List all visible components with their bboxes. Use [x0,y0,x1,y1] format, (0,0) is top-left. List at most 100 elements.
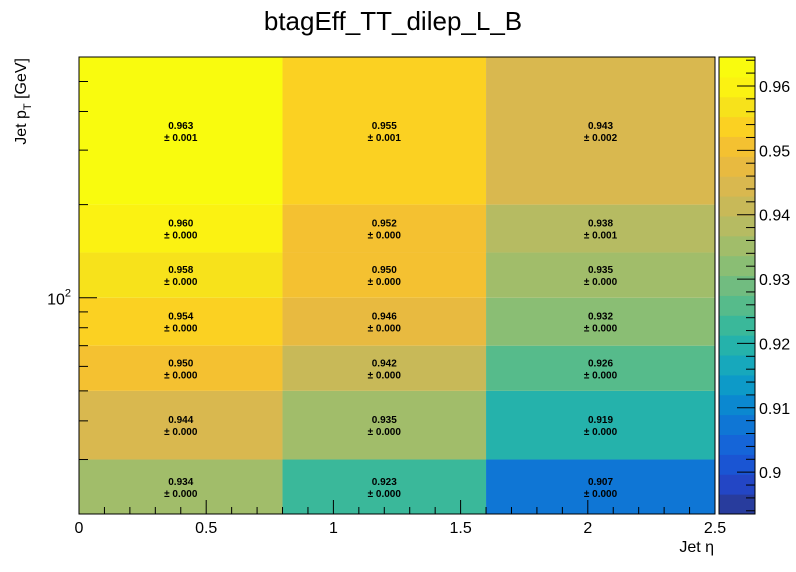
z-tick-label: 0.92 [759,336,790,353]
z-tick-label: 0.91 [759,401,790,418]
cell-error-label: ± 0.000 [584,489,618,500]
palette-swatch [719,335,755,356]
palette-swatch [719,176,755,197]
y-tick-label: 102 [47,288,71,309]
palette-swatch [719,76,755,98]
palette-swatch [719,474,755,495]
palette-swatch [719,414,755,436]
y-axis: 102 [47,80,97,461]
cell-error-label: ± 0.000 [164,427,198,438]
cell-value-label: 0.954 [168,312,193,323]
cell-error-label: ± 0.000 [368,231,402,242]
heatmap-cell [79,204,283,253]
heatmap-cell [79,390,283,460]
y-axis-label-subscript: T [22,103,34,110]
heatmap-cell [282,345,487,391]
x-tick-label: 0.5 [195,520,217,537]
palette-swatch [719,355,755,376]
x-tick-label: 1.5 [449,520,471,537]
cell-value-label: 0.926 [588,358,613,369]
heatmap-cell [79,297,283,346]
cell-value-label: 0.946 [372,312,397,323]
palette-swatch [719,116,755,137]
cell-error-label: ± 0.001 [164,133,198,144]
cell-error-label: ± 0.000 [368,277,402,288]
cell-error-label: ± 0.000 [164,231,198,242]
x-tick-label: 2 [583,520,592,537]
palette-swatch [719,136,755,157]
x-axis-label: Jet η [679,539,714,556]
cell-error-label: ± 0.000 [368,324,402,335]
cell-value-label: 0.935 [372,415,397,426]
heatmap-cells [79,57,715,514]
palette-swatch [719,215,755,237]
cell-value-label: 0.907 [588,477,613,488]
x-tick-label: 1 [329,520,338,537]
cell-value-label: 0.955 [372,121,397,132]
cell-value-label: 0.942 [372,358,397,369]
cell-error-label: ± 0.000 [584,277,618,288]
cell-error-label: ± 0.000 [164,277,198,288]
heatmap-cell [79,459,283,514]
palette-swatch [719,156,755,177]
cell-value-label: 0.963 [168,121,193,132]
x-tick-label: 0 [75,520,84,537]
cell-value-label: 0.943 [588,121,613,132]
heatmap-cell [282,252,487,298]
y-axis-label-unit: [GeV] [13,58,30,103]
y-axis-label: Jet pT [GeV] [13,58,34,145]
palette-swatch [719,315,755,336]
cell-error-label: ± 0.000 [584,370,618,381]
cell-value-label: 0.919 [588,415,613,426]
cell-error-label: ± 0.000 [368,370,402,381]
cell-error-label: ± 0.000 [164,489,198,500]
cell-value-label: 0.952 [372,219,397,230]
z-tick-label: 0.94 [759,208,790,225]
heatmap-cell [282,204,487,253]
cell-error-label: ± 0.001 [584,231,618,242]
cell-error-label: ± 0.000 [584,324,618,335]
cell-value-label: 0.944 [168,415,193,426]
cell-error-label: ± 0.000 [368,427,402,438]
palette-swatch [719,394,755,416]
plot-frame [78,56,716,515]
cell-value-label: 0.958 [168,265,193,276]
cell-value-label: 0.950 [372,265,397,276]
palette-swatch [719,295,755,316]
z-tick-label: 0.93 [759,272,790,289]
heatmap-cell [486,204,715,253]
palette-swatch [719,255,755,277]
heatmap-cell [282,390,487,460]
palette-swatch [719,57,755,78]
z-tick-label: 0.95 [759,143,790,160]
z-tick-label: 0.96 [759,79,790,96]
x-tick-label: 2.5 [704,520,726,537]
palette-swatch [719,96,755,118]
cell-value-label: 0.938 [588,219,613,230]
cell-value-label: 0.932 [588,312,613,323]
heatmap-cell [282,57,487,205]
palette-swatch [719,374,755,396]
cell-error-label: ± 0.001 [368,133,402,144]
heatmap-cell [79,345,283,391]
x-axis: 0 0.5 1 1.5 2 2.5 [75,500,726,537]
cell-value-label: 0.960 [168,219,193,230]
heatmap-cell [79,57,283,205]
heatmap-cell [282,297,487,346]
heatmap-cell [79,252,283,298]
cell-error-label: ± 0.000 [368,489,402,500]
palette-swatch [719,275,755,296]
heatmap-cell [486,57,715,205]
cell-value-label: 0.934 [168,477,193,488]
heatmap-cell [486,252,715,298]
cell-error-label: ± 0.002 [584,133,618,144]
chart-title: btagEff_TT_dilep_L_B [264,6,522,36]
cell-error-label: ± 0.000 [164,324,198,335]
heatmap-cell [282,459,487,514]
palette-swatch [719,494,755,515]
color-palette-axis: 0.9 0.91 0.92 0.93 0.94 0.95 0.96 [718,56,790,515]
heatmap-cell [486,345,715,391]
cell-error-label: ± 0.000 [164,370,198,381]
